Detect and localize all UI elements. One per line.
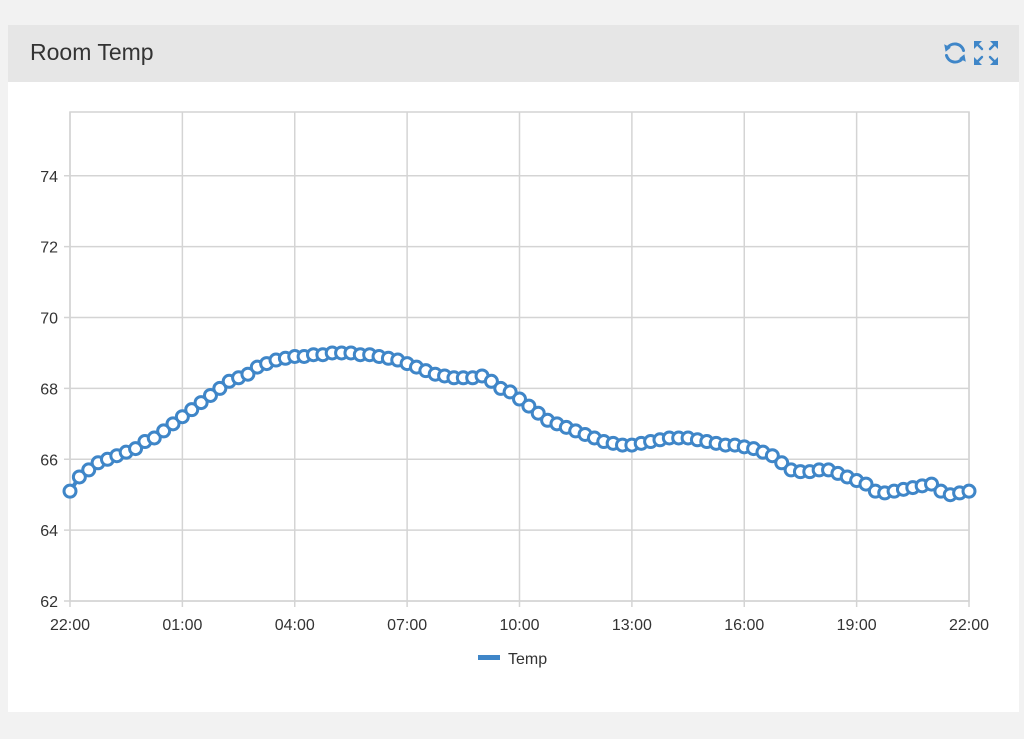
data-point	[764, 448, 780, 464]
x-tick-label: 16:00	[724, 617, 764, 634]
x-tick-label: 22:00	[949, 617, 989, 634]
data-point	[156, 423, 172, 439]
data-point	[530, 405, 546, 421]
data-point	[128, 441, 144, 457]
legend-label-temp: Temp	[508, 651, 547, 668]
data-point	[502, 384, 518, 400]
refresh-icon[interactable]	[941, 39, 969, 67]
data-point	[193, 395, 209, 411]
x-tick-label: 19:00	[837, 617, 877, 634]
chart-panel: Room Temp	[8, 25, 1019, 712]
x-tick-label: 13:00	[612, 617, 652, 634]
y-tick-label: 72	[40, 240, 58, 257]
x-tick-label: 04:00	[275, 617, 315, 634]
data-point	[184, 402, 200, 418]
y-tick-label: 62	[40, 594, 58, 611]
x-tick-label: 07:00	[387, 617, 427, 634]
data-point	[165, 416, 181, 432]
x-tick-label: 01:00	[162, 617, 202, 634]
data-point	[521, 398, 537, 414]
data-point	[512, 391, 527, 407]
data-point	[174, 409, 190, 425]
x-tick-label: 22:00	[50, 617, 90, 634]
panel-title: Room Temp	[30, 39, 154, 65]
data-point	[212, 380, 228, 396]
expand-icon[interactable]	[972, 39, 1000, 67]
legend-swatch-temp	[478, 655, 500, 660]
legend[interactable]: Temp	[478, 651, 547, 668]
y-tick-label: 74	[40, 169, 58, 186]
data-point	[858, 476, 874, 492]
data-point	[483, 373, 499, 389]
data-point	[71, 469, 87, 485]
chart-grid	[64, 111, 970, 607]
panel-header: Room Temp	[8, 25, 1019, 82]
series-temp	[62, 345, 977, 503]
x-axis-labels: 22:00 01:00 04:00 07:00 10:00 13:00 16:00 19:00…	[50, 617, 989, 634]
data-point	[62, 483, 78, 499]
y-tick-label: 68	[40, 381, 58, 398]
data-point	[961, 483, 977, 499]
y-tick-label: 64	[40, 523, 58, 540]
data-point	[146, 430, 162, 446]
x-tick-label: 10:00	[499, 617, 539, 634]
y-axis-labels: 62 64 66 68 70 72 74	[40, 169, 58, 611]
data-point	[81, 462, 97, 478]
y-tick-label: 70	[40, 311, 58, 328]
y-tick-label: 66	[40, 452, 58, 469]
data-point	[924, 476, 940, 492]
data-point	[240, 366, 256, 382]
data-point	[202, 387, 218, 403]
data-point	[774, 455, 790, 471]
